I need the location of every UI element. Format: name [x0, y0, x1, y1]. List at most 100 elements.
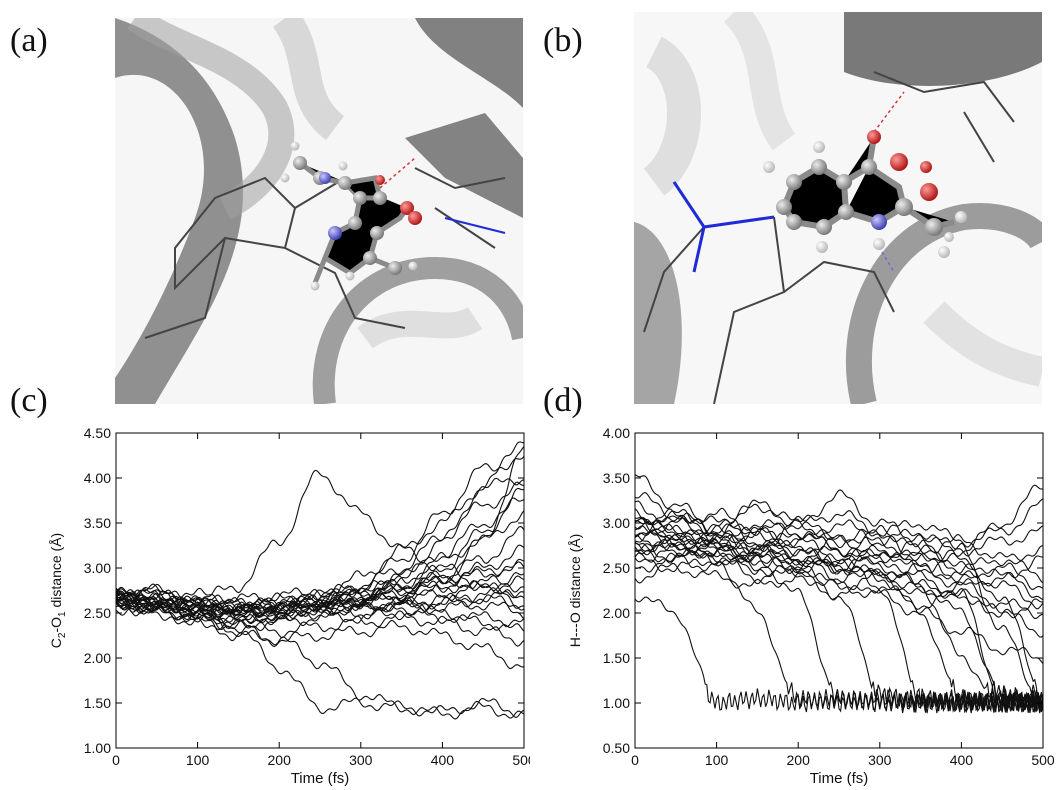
y-axis-label: C2-O1 distance (Å): [48, 533, 68, 648]
series-line: [115, 477, 525, 612]
molecular-render-a: [115, 18, 523, 404]
y-tick-label: 3.50: [603, 470, 630, 486]
series-line: [634, 508, 1044, 709]
atom-oxygen: [867, 130, 881, 144]
series-line: [115, 497, 525, 611]
protein-ribbon: [405, 113, 523, 218]
series-line: [115, 469, 525, 609]
protein-ribbon: [415, 18, 523, 108]
molecule-scene-a: [115, 18, 523, 404]
x-tick-label: 0: [112, 752, 120, 768]
panel-label-a: (a): [10, 22, 48, 59]
atom-oxygen: [375, 175, 385, 185]
atom-oxygen: [408, 211, 422, 225]
x-tick-label: 400: [431, 752, 455, 768]
atom-hydrogen: [873, 238, 885, 250]
molecule-scene-b: [634, 12, 1042, 404]
y-tick-label: 1.50: [603, 650, 630, 666]
atom-hydrogen: [345, 271, 355, 281]
x-axis-label: Time (fs): [810, 770, 869, 787]
atom-carbon: [348, 216, 362, 230]
series-line: [115, 593, 525, 718]
series-line: [634, 534, 1044, 712]
atom-nitrogen: [328, 226, 342, 240]
plot-frame: [115, 432, 525, 749]
y-tick-label: 1.00: [603, 695, 630, 711]
atom-oxygen: [920, 161, 932, 173]
atom-oxygen: [400, 201, 414, 215]
atom-nitrogen: [871, 214, 887, 230]
x-tick-label: 300: [349, 752, 373, 768]
plot-frame: [634, 432, 1044, 749]
protein-ribbon: [312, 256, 523, 404]
atom-carbon: [895, 198, 913, 216]
atom-carbon: [293, 156, 307, 170]
atom-hydrogen: [816, 241, 828, 253]
atom-hydrogen: [813, 141, 825, 153]
series-line: [634, 562, 1044, 619]
series-line: [634, 474, 1044, 638]
series-line: [115, 575, 525, 619]
atom-oxygen: [890, 153, 908, 171]
series-line: [634, 544, 1044, 712]
atom-carbon: [786, 174, 802, 190]
protein-ribbon: [127, 18, 295, 220]
x-tick-label: 500: [1031, 752, 1055, 768]
atom-carbon: [776, 199, 792, 215]
atom-hydrogen: [290, 141, 300, 151]
atom-oxygen: [920, 183, 938, 201]
protein-ribbon: [844, 12, 1042, 86]
x-tick-label: 0: [631, 752, 639, 768]
protein-ribbon: [115, 18, 244, 404]
x-tick-label: 200: [787, 752, 811, 768]
series-line: [634, 516, 1044, 557]
y-tick-label: 3.00: [84, 560, 111, 576]
atom-carbon: [338, 176, 352, 190]
y-tick-label: 2.50: [603, 560, 630, 576]
atom-carbon: [816, 219, 832, 235]
atom-hydrogen: [763, 161, 775, 173]
protein-ribbon: [357, 306, 483, 349]
x-tick-label: 100: [186, 752, 210, 768]
atom-carbon: [811, 159, 827, 175]
series-line: [115, 586, 525, 620]
atom-carbon: [786, 214, 802, 230]
atom-hydrogen: [944, 232, 954, 242]
atom-carbon: [370, 226, 384, 240]
atom-carbon: [373, 191, 387, 205]
x-axis-label: Time (fs): [291, 770, 350, 787]
y-tick-label: 2.50: [84, 605, 111, 621]
series-line: [634, 484, 1044, 557]
protein-ribbon: [923, 301, 1042, 387]
atom-hydrogen: [955, 211, 967, 223]
y-tick-label: 2.00: [84, 650, 111, 666]
atom-carbon: [363, 251, 377, 265]
series-line: [634, 552, 1044, 620]
y-tick-label: 3.50: [84, 515, 111, 531]
panel-label-d: (d): [543, 382, 583, 419]
atom-hydrogen: [338, 161, 348, 171]
x-tick-label: 100: [705, 752, 729, 768]
chart-c: 0 100 200 300 400 500 1.00 1.50 2.00 2.50 3.00 3.50…: [48, 425, 530, 787]
y-tick-label: 1.50: [84, 695, 111, 711]
atom-carbon: [388, 261, 402, 275]
series-line: [115, 600, 525, 670]
protein-ribbon: [723, 12, 796, 151]
y-tick-label: 0.50: [603, 740, 630, 756]
series-line: [634, 534, 1044, 601]
x-tick-label: 400: [950, 752, 974, 768]
protein-ribbon: [272, 18, 345, 140]
y-tick-label: 2.00: [603, 605, 630, 621]
atom-hydrogen: [408, 261, 418, 271]
series-line: [634, 529, 1044, 714]
atom-nitrogen: [319, 172, 331, 184]
chart-d: 0 100 200 300 400 500 0.50 1.00 1.50 2.00 2.50 3.00…: [567, 425, 1055, 787]
panel-label-c: (c): [10, 382, 48, 419]
series-line: [115, 601, 525, 628]
atom-carbon: [836, 174, 852, 190]
atom-carbon: [925, 218, 943, 236]
series-line: [115, 600, 525, 720]
atom-carbon: [861, 159, 877, 175]
series-line: [115, 446, 525, 613]
atom-carbon: [353, 191, 367, 205]
